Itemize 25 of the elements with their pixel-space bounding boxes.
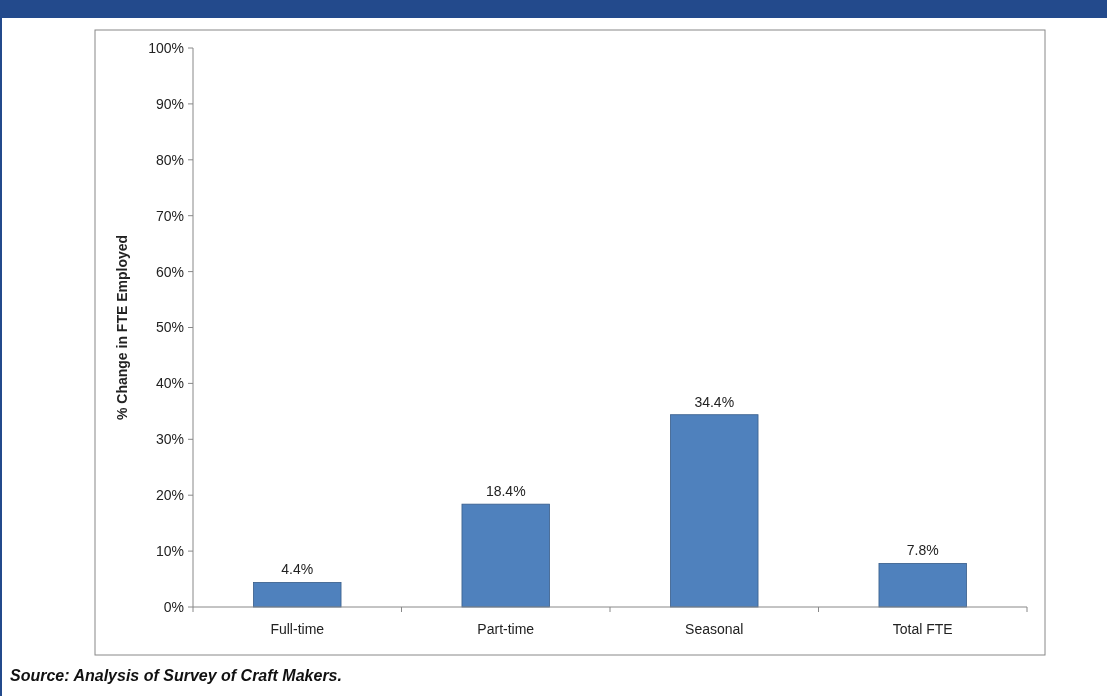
bar (670, 414, 759, 608)
x-tick-label: Total FTE (892, 621, 953, 637)
y-tick-label: 0% (163, 598, 184, 615)
x-tick-label: Seasonal (685, 621, 744, 637)
data-label: 34.4% (694, 393, 735, 410)
y-tick-label: 20% (155, 487, 184, 504)
bar (253, 582, 342, 608)
y-tick-label: 70% (155, 207, 184, 224)
y-tick-label: 40% (155, 375, 184, 392)
y-tick-label: 90% (155, 95, 184, 112)
y-tick-label: 30% (155, 431, 184, 448)
x-tick-label: Full-time (270, 621, 325, 637)
x-tick-label: Part-time (477, 621, 535, 637)
y-tick-label: 100% (148, 39, 184, 56)
y-tick-label: 10% (155, 543, 184, 559)
y-tick-label: 50% (155, 319, 184, 336)
data-label: 4.4% (281, 561, 314, 578)
data-label: 7.8% (906, 542, 939, 559)
y-tick-label: 60% (155, 263, 184, 280)
bar (878, 563, 967, 608)
y-axis-title: % Change in FTE Employed (114, 234, 130, 421)
source-note: Source: Analysis of Survey of Craft Makers. (10, 667, 342, 684)
y-tick-label: 80% (155, 151, 184, 168)
data-label: 18.4% (485, 483, 526, 500)
bar (461, 503, 550, 608)
